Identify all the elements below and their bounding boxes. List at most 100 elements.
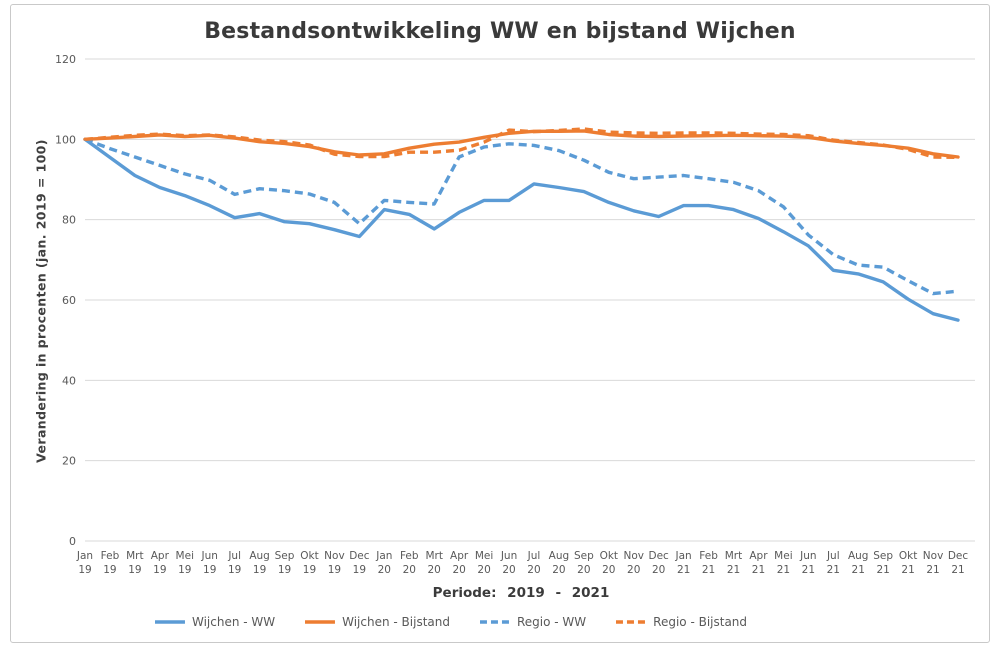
legend-label: Regio - Bijstand bbox=[653, 615, 748, 629]
y-tick-label: 60 bbox=[62, 294, 76, 307]
x-tick-label-month: Mei bbox=[774, 550, 792, 562]
x-tick-label-month: Mei bbox=[475, 550, 493, 562]
x-tick-label-year: 19 bbox=[228, 564, 241, 576]
x-tick-label-year: 20 bbox=[477, 564, 490, 576]
x-tick-label-year: 21 bbox=[752, 564, 765, 576]
x-tick-label-year: 20 bbox=[602, 564, 615, 576]
x-tick-label-year: 20 bbox=[527, 564, 540, 576]
x-tick-label-month: Jul bbox=[227, 550, 241, 562]
x-tick-label-month: Nov bbox=[623, 550, 644, 562]
x-tick-label-month: Aug bbox=[549, 550, 570, 562]
x-tick-label-year: 21 bbox=[876, 564, 889, 576]
x-tick-label-month: Mrt bbox=[126, 550, 144, 562]
x-tick-label-month: Aug bbox=[848, 550, 869, 562]
x-tick-label-year: 20 bbox=[428, 564, 441, 576]
chart-title: Bestandsontwikkeling WW en bijstand Wijc… bbox=[204, 19, 796, 44]
x-tick-label-month: Feb bbox=[101, 550, 120, 562]
x-tick-label-year: 19 bbox=[303, 564, 316, 576]
x-tick-label-year: 20 bbox=[452, 564, 465, 576]
x-tick-label-month: Jan bbox=[76, 550, 93, 562]
legend-swatch-dashed-line bbox=[616, 620, 647, 624]
x-tick-label-month: Jul bbox=[826, 550, 840, 562]
chart-widget: Bestandsontwikkeling WW en bijstand Wijc… bbox=[10, 4, 990, 643]
x-tick-label-month: Feb bbox=[400, 550, 419, 562]
x-tick-label-year: 19 bbox=[178, 564, 191, 576]
x-tick-label-year: 20 bbox=[502, 564, 515, 576]
x-tick-label-year: 21 bbox=[827, 564, 840, 576]
x-tick-label-month: Okt bbox=[600, 550, 618, 562]
x-tick-label-year: 21 bbox=[702, 564, 715, 576]
series-line-regio-bijstand bbox=[84, 127, 959, 160]
x-tick-label-month: Okt bbox=[899, 550, 917, 562]
legend-label: Wijchen - Bijstand bbox=[342, 615, 450, 629]
chart-plot-area: 0 20 40 60 80 100 120 Jan 19 Feb 19 Mrt 19 Apr 19 Mei 19… bbox=[55, 53, 975, 576]
x-tick-label-month: Okt bbox=[300, 550, 318, 562]
x-tick-label-year: 19 bbox=[353, 564, 366, 576]
x-tick-label-year: 19 bbox=[328, 564, 341, 576]
x-tick-label-year: 20 bbox=[552, 564, 565, 576]
x-tick-label-year: 21 bbox=[951, 564, 964, 576]
legend-item-wijchen-bijstand: Wijchen - Bijstand bbox=[305, 615, 450, 629]
x-tick-label-year: 21 bbox=[852, 564, 865, 576]
x-tick-label-year: 20 bbox=[403, 564, 416, 576]
y-axis-title: Verandering in procenten (jan. 2019 = 10… bbox=[33, 139, 49, 463]
x-tick-label-year: 19 bbox=[278, 564, 291, 576]
chart-legend: Wijchen - WW Wijchen - Bijstand Regio - WW… bbox=[154, 615, 747, 629]
series-line-regio-ww bbox=[84, 137, 959, 296]
x-tick-label-month: Feb bbox=[699, 550, 718, 562]
x-tick-label-month: Mrt bbox=[725, 550, 743, 562]
legend-item-regio-ww: Regio - WW bbox=[479, 615, 587, 629]
legend-item-regio-bijstand: Regio - Bijstand bbox=[616, 615, 747, 629]
y-tick-label: 40 bbox=[62, 374, 76, 387]
x-tick-label-year: 19 bbox=[78, 564, 91, 576]
x-tick-label-year: 19 bbox=[153, 564, 166, 576]
x-tick-label-year: 20 bbox=[378, 564, 391, 576]
x-tick-label-year: 21 bbox=[802, 564, 815, 576]
x-tick-label-month: Jun bbox=[500, 550, 517, 562]
x-tick-label-month: Dec bbox=[649, 550, 670, 562]
x-tick-label-year: 19 bbox=[103, 564, 116, 576]
x-tick-label-year: 20 bbox=[627, 564, 640, 576]
x-tick-label-month: Jul bbox=[527, 550, 541, 562]
y-tick-label: 20 bbox=[62, 455, 76, 468]
x-tick-label-year: 21 bbox=[777, 564, 790, 576]
x-tick-label-month: Mei bbox=[176, 550, 194, 562]
x-tick-label-month: Dec bbox=[349, 550, 370, 562]
legend-label: Regio - WW bbox=[516, 615, 587, 629]
y-tick-label: 0 bbox=[69, 535, 76, 548]
x-tick-label-year: 21 bbox=[677, 564, 690, 576]
x-tick-label-month: Jan bbox=[375, 550, 392, 562]
x-tick-label-year: 21 bbox=[901, 564, 914, 576]
x-tick-label-month: Sep bbox=[275, 550, 295, 562]
x-tick-label-month: Sep bbox=[873, 550, 893, 562]
legend-swatch-solid-line bbox=[305, 620, 336, 624]
y-tick-label: 100 bbox=[55, 133, 76, 146]
x-tick-label-month: Aug bbox=[249, 550, 270, 562]
legend-item-wijchen-ww: Wijchen - WW bbox=[154, 615, 276, 629]
y-tick-label: 120 bbox=[55, 53, 76, 66]
x-tick-label-year: 19 bbox=[128, 564, 141, 576]
x-tick-label-month: Apr bbox=[151, 550, 170, 562]
series-line-wijchen-ww bbox=[83, 137, 960, 322]
x-tick-label-month: Apr bbox=[450, 550, 469, 562]
x-tick-label-month: Dec bbox=[948, 550, 969, 562]
x-tick-label-year: 20 bbox=[577, 564, 590, 576]
x-tick-label-month: Sep bbox=[574, 550, 594, 562]
y-tick-label: 80 bbox=[62, 214, 76, 227]
x-tick-label-month: Mrt bbox=[425, 550, 443, 562]
x-tick-label-month: Jun bbox=[201, 550, 218, 562]
x-tick-label-month: Jan bbox=[675, 550, 692, 562]
x-tick-label-year: 19 bbox=[253, 564, 266, 576]
legend-label: Wijchen - WW bbox=[191, 615, 276, 629]
x-tick-label-year: 20 bbox=[652, 564, 665, 576]
x-tick-label-year: 19 bbox=[203, 564, 216, 576]
x-tick-label-month: Apr bbox=[749, 550, 768, 562]
x-axis-title: Periode: 2019 - 2021 bbox=[432, 585, 610, 601]
x-tick-label-year: 21 bbox=[727, 564, 740, 576]
legend-swatch-solid-line bbox=[154, 620, 185, 624]
x-tick-label-month: Jun bbox=[799, 550, 816, 562]
x-tick-label-year: 21 bbox=[926, 564, 939, 576]
legend-swatch-dashed-line bbox=[479, 620, 510, 624]
x-tick-label-month: Nov bbox=[324, 550, 345, 562]
x-tick-label-month: Nov bbox=[923, 550, 944, 562]
